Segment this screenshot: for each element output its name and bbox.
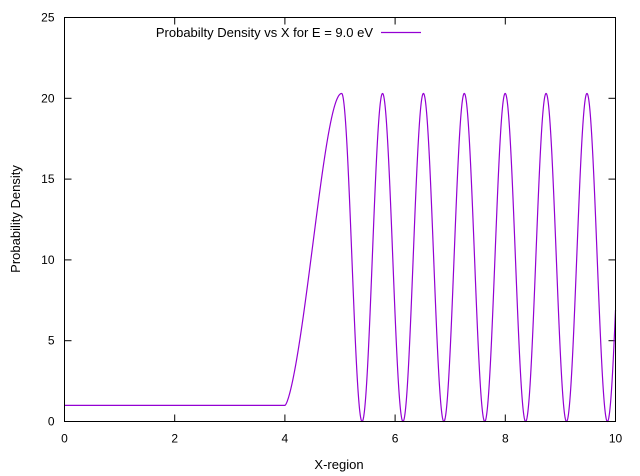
x-tick-label: 0 [61,432,68,446]
x-tick-label: 4 [282,432,289,446]
y-tick-label: 10 [41,253,55,267]
x-tick-label: 10 [609,432,623,446]
y-axis-label: Probability Density [8,165,23,273]
x-tick-label: 2 [171,432,178,446]
y-tick-label: 25 [41,11,55,25]
y-tick-label: 0 [48,415,55,429]
series-line-probability-density [64,92,617,423]
legend-entry-label: Probabilty Density vs X for E = 9.0 eV [156,25,373,40]
x-axis-label: X-region [314,457,363,472]
y-tick-label: 20 [41,91,55,105]
x-tick-label: 6 [392,432,399,446]
y-tick-label: 15 [41,172,55,186]
x-tick-label: 8 [502,432,509,446]
legend: Probabilty Density vs X for E = 9.0 eV [156,25,421,40]
y-tick-label: 5 [48,334,55,348]
axis-tick-labels: 0 2 4 6 8 10 0 5 10 15 20 25 [41,11,622,446]
series-layer [64,92,617,423]
plot-frame [64,17,616,422]
